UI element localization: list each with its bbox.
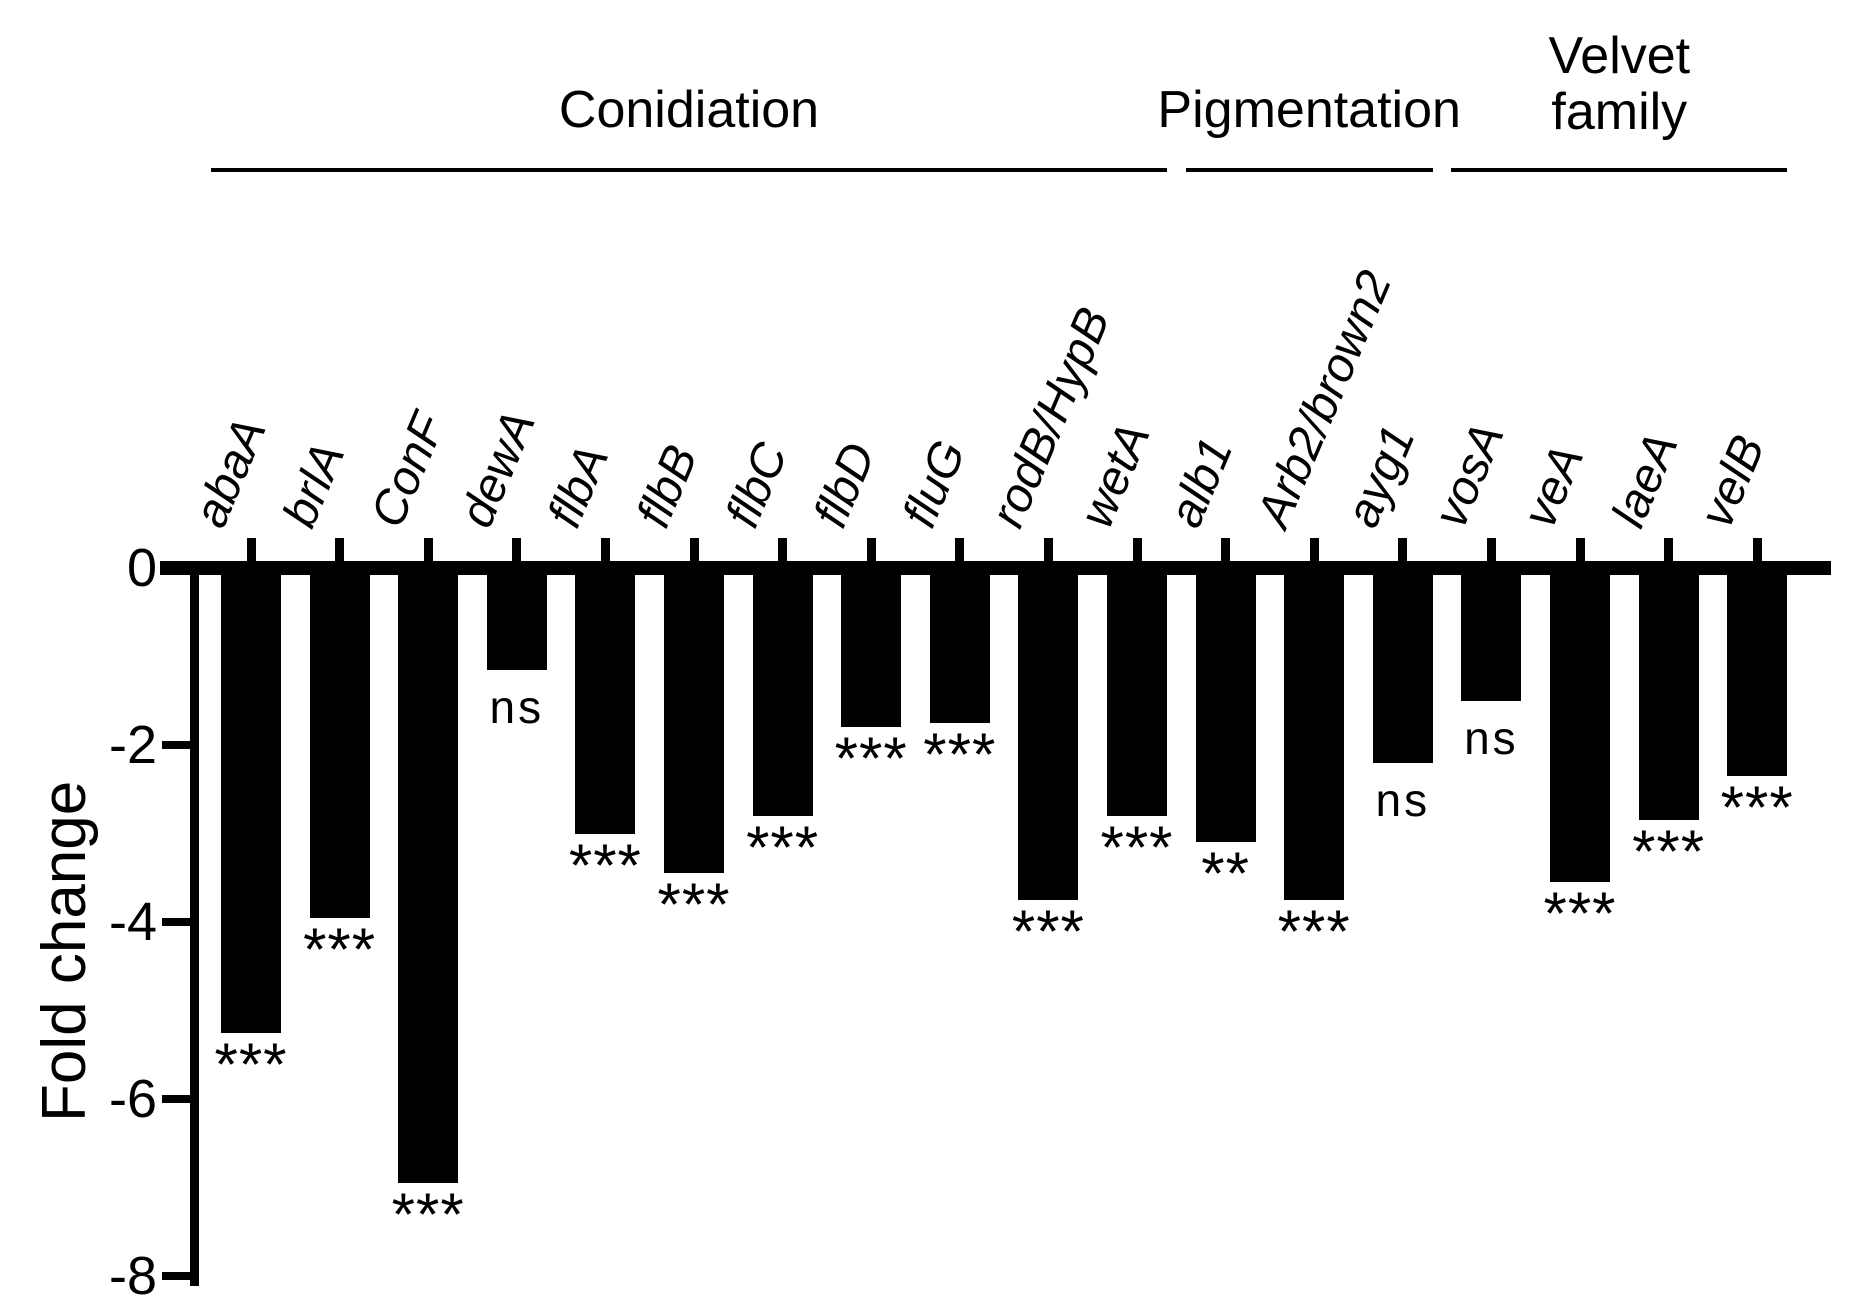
x-axis-tick-ayg1 <box>1398 538 1408 561</box>
x-axis-tick-ConF <box>423 538 433 561</box>
x-axis-tick-vosA <box>1486 538 1496 561</box>
bar-laeA <box>1638 561 1699 821</box>
significance-label-flbB: *** <box>657 871 731 939</box>
gene-label-ConF: ConF <box>361 406 456 535</box>
y-axis-line <box>190 561 199 1286</box>
x-axis-tick-dewA <box>512 538 522 561</box>
x-axis-tick-laeA <box>1664 538 1674 561</box>
gene-label-fluG: fluG <box>892 433 977 535</box>
gene-label-veA: veA <box>1513 437 1595 535</box>
x-axis-tick-fluG <box>955 538 965 561</box>
gene-label-wetA: wetA <box>1070 415 1161 535</box>
group-header-1: Pigmentation <box>1157 81 1461 139</box>
bar-dewA <box>486 561 547 670</box>
x-axis-tick-velB <box>1752 538 1762 561</box>
bar-ayg1 <box>1372 561 1433 763</box>
group-underline-2 <box>1451 168 1788 172</box>
gene-label-velB: velB <box>1690 428 1776 535</box>
x-axis-tick-abaA <box>246 538 256 561</box>
y-axis-tick-label--4: -4 <box>108 892 157 952</box>
x-axis-tick-flbA <box>600 538 610 561</box>
group-underline-1 <box>1185 168 1433 172</box>
significance-label-ayg1: ns <box>1375 773 1431 826</box>
x-axis-tick-wetA <box>1132 538 1142 561</box>
group-header-0: Conidiation <box>558 81 820 139</box>
significance-label-vosA: ns <box>1464 711 1519 764</box>
bar-ConF <box>398 561 459 1184</box>
significance-label-flbD: *** <box>834 725 908 793</box>
bar-rodB/HypB <box>1018 561 1079 900</box>
bar-abaA <box>221 561 281 1033</box>
significance-label-velB: *** <box>1720 774 1794 841</box>
significance-label-alb1: ** <box>1201 840 1250 908</box>
y-axis-tick--8 <box>162 1272 192 1280</box>
significance-label-brlA: *** <box>303 915 377 983</box>
y-axis-tick-label-0: 0 <box>126 538 157 598</box>
bar-flbD <box>841 561 902 728</box>
gene-label-laeA: laeA <box>1601 425 1688 535</box>
bar-flbA <box>575 561 636 834</box>
gene-label-brlA: brlA <box>272 435 355 535</box>
x-axis-tick-alb1 <box>1221 538 1231 561</box>
significance-label-laeA: *** <box>1632 818 1706 886</box>
bar-wetA <box>1107 561 1167 816</box>
y-axis-tick--4 <box>162 918 192 926</box>
significance-label-wetA: *** <box>1100 813 1174 881</box>
gene-label-flbC: flbC <box>715 435 798 535</box>
significance-label-dewA: ns <box>489 680 545 733</box>
significance-label-abaA: *** <box>214 1030 288 1098</box>
y-axis-tick--2 <box>162 741 192 749</box>
bar-vosA <box>1461 561 1522 701</box>
y-axis-tick-label--2: -2 <box>108 715 157 775</box>
significance-label-ConF: *** <box>391 1181 465 1249</box>
bar-flbB <box>664 561 724 874</box>
x-axis-tick-brlA <box>335 538 345 561</box>
significance-label-veA: *** <box>1543 880 1617 948</box>
significance-label-flbA: *** <box>568 831 642 899</box>
significance-label-rodB/HypB: *** <box>1011 897 1085 965</box>
gene-label-flbA: flbA <box>538 437 620 535</box>
x-axis-tick-Arb2/brown2 <box>1309 538 1319 561</box>
gene-label-flbD: flbD <box>804 435 887 535</box>
x-axis-tick-flbC <box>778 538 788 561</box>
x-axis-tick-flbD <box>866 538 876 561</box>
y-axis-tick--6 <box>162 1095 192 1103</box>
bar-Arb2/brown2 <box>1284 561 1345 900</box>
gene-label-vosA: vosA <box>1424 415 1515 535</box>
bar-veA <box>1550 561 1610 883</box>
group-header-2: Velvet family <box>1548 27 1691 141</box>
x-axis-tick-veA <box>1575 538 1585 561</box>
x-axis-tick-rodB/HypB <box>1043 538 1053 561</box>
significance-label-flbC: *** <box>746 813 820 881</box>
significance-label-Arb2/brown2: *** <box>1277 897 1351 965</box>
x-axis-tick-flbB <box>689 538 699 561</box>
y-axis-title: Fold change <box>30 780 99 1122</box>
y-axis-tick-label--8: -8 <box>108 1246 157 1306</box>
significance-label-fluG: *** <box>923 720 997 788</box>
group-underline-0 <box>211 168 1167 172</box>
bar-velB <box>1727 561 1788 776</box>
gene-label-ayg1: ayg1 <box>1335 418 1426 535</box>
bar-flbC <box>752 561 813 816</box>
bar-fluG <box>929 561 990 723</box>
gene-label-flbB: flbB <box>627 437 709 535</box>
bar-alb1 <box>1195 561 1256 843</box>
gene-label-dewA: dewA <box>449 403 546 535</box>
gene-label-alb1: alb1 <box>1158 430 1243 535</box>
gene-label-abaA: abaA <box>184 410 277 535</box>
bar-brlA <box>309 561 370 918</box>
y-axis-tick-label--6: -6 <box>108 1069 157 1129</box>
